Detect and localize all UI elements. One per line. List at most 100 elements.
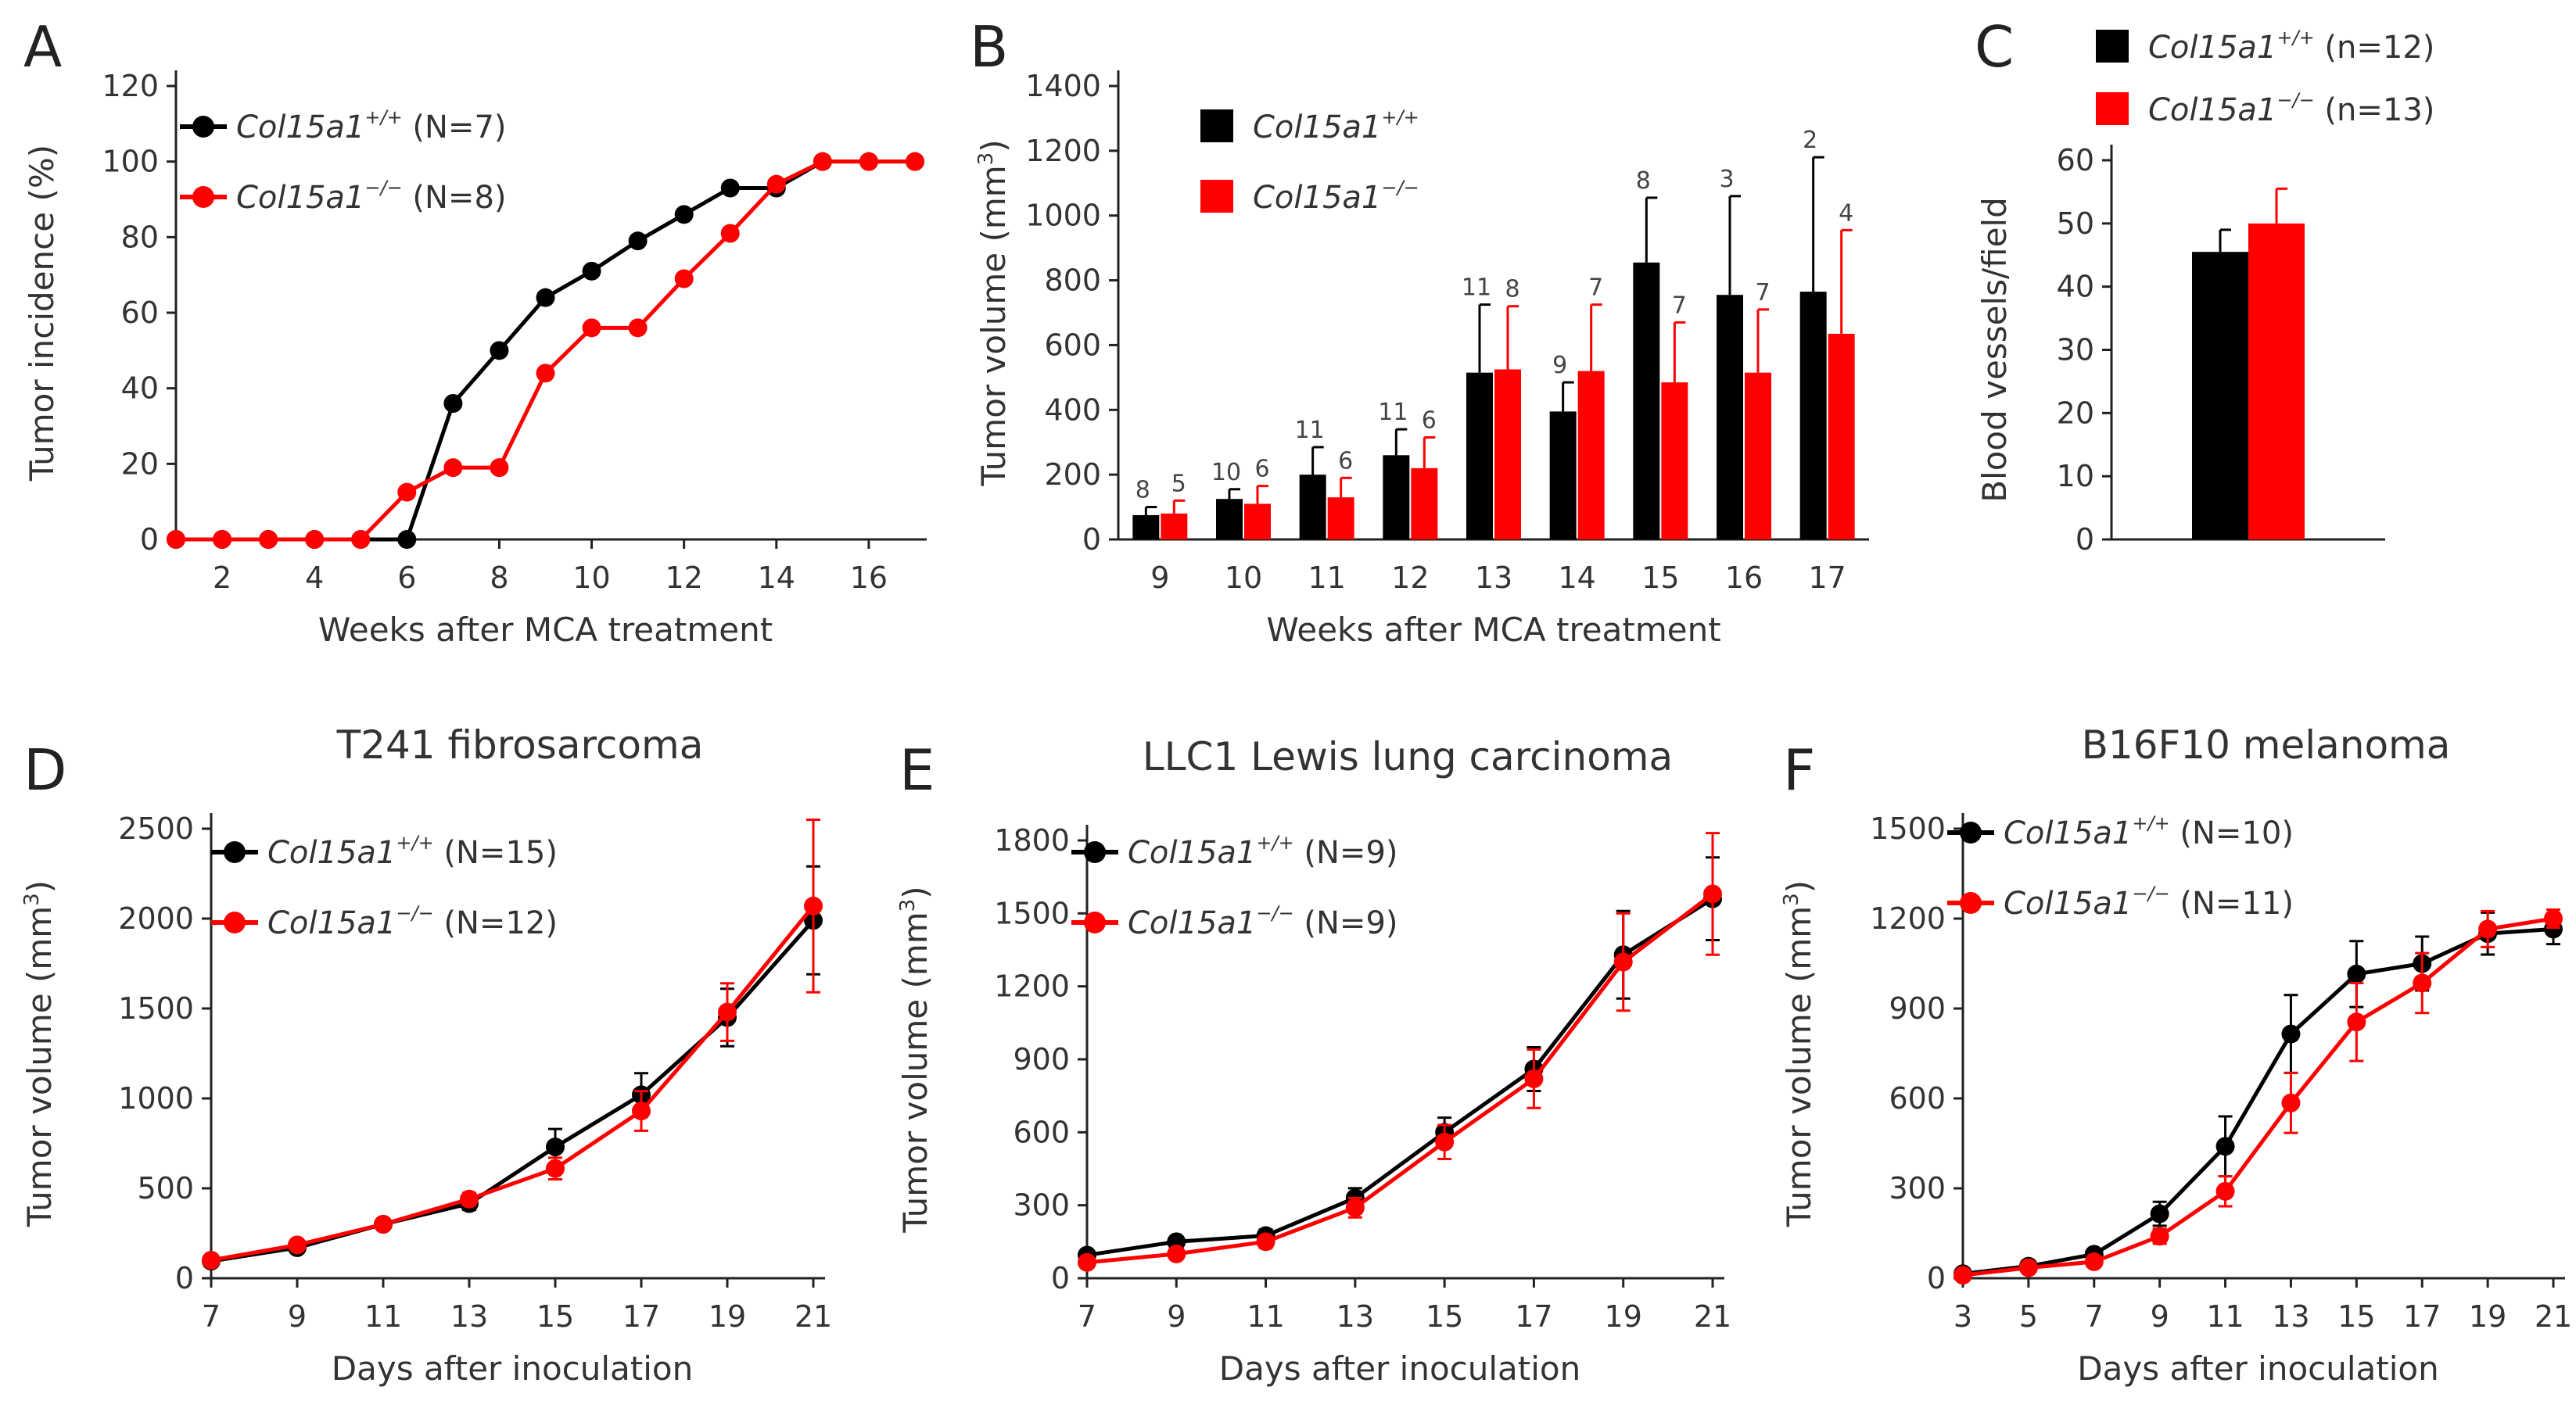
x-tick-label-B-4: 13 bbox=[1475, 561, 1512, 595]
y-axis-label-C: Blood vessels/field bbox=[1975, 197, 2014, 503]
data-point-F-1-5 bbox=[2281, 1093, 2301, 1112]
legend-marker-F-1 bbox=[1960, 892, 1982, 914]
x-tick-label-D-4: 15 bbox=[536, 1299, 574, 1334]
y-tick-label-D-3: 1500 bbox=[118, 991, 194, 1026]
series-line-A-0 bbox=[176, 159, 915, 542]
bar-B-0-6 bbox=[1633, 262, 1660, 539]
bar-B-1-8 bbox=[1828, 333, 1855, 539]
data-point-A-0-7 bbox=[490, 341, 509, 360]
data-point-A-1-15 bbox=[859, 152, 878, 171]
bar-n-label-B-1-3: 6 bbox=[1422, 407, 1437, 435]
data-point-A-1-4 bbox=[351, 530, 371, 549]
x-tick-label-B-8: 17 bbox=[1808, 561, 1846, 595]
x-tick-label-D-6: 19 bbox=[709, 1299, 746, 1334]
y-axis-label-D: Tumor volume (mm3) bbox=[20, 880, 59, 1227]
bar-n-label-B-0-6: 8 bbox=[1636, 167, 1651, 195]
x-tick-label-D-3: 13 bbox=[450, 1299, 488, 1334]
data-point-D-0-4 bbox=[546, 1138, 565, 1157]
y-axis-label-F: Tumor volume (mm3) bbox=[1780, 880, 1818, 1227]
data-point-D-1-3 bbox=[460, 1189, 479, 1209]
series-F-1 bbox=[1954, 908, 2563, 1285]
y-tick-label-E-6: 1800 bbox=[994, 823, 1070, 858]
data-point-A-1-9 bbox=[582, 318, 601, 338]
legend-swatch-C-1 bbox=[2096, 92, 2129, 125]
y-tick-label-B-1: 200 bbox=[1044, 457, 1101, 492]
y-tick-label-F-2: 600 bbox=[1889, 1081, 1946, 1116]
x-axis-label-A: Weeks after MCA treatment bbox=[318, 611, 773, 649]
data-point-A-1-1 bbox=[213, 530, 232, 549]
data-point-E-1-2 bbox=[1256, 1232, 1275, 1252]
x-tick-label-E-5: 17 bbox=[1515, 1299, 1552, 1334]
data-point-F-0-3 bbox=[2150, 1204, 2169, 1223]
chart-title-D: T241 fibrosarcoma bbox=[336, 722, 704, 768]
series-D-1 bbox=[202, 819, 823, 1270]
panel-B: B 0 200 400 600 800 1000 1200 1400 Tumor volume (… bbox=[970, 14, 1869, 649]
y-tick-label-C-5: 50 bbox=[2057, 206, 2094, 241]
x-tick-label-F-2: 7 bbox=[2085, 1299, 2104, 1334]
legend-text-C-1: Col15a1−/− (n=13) bbox=[2148, 89, 2434, 128]
legend-swatch-B-1 bbox=[1200, 180, 1233, 213]
data-point-A-0-6 bbox=[443, 394, 463, 413]
y-tick-label-B-2: 400 bbox=[1044, 392, 1101, 427]
data-point-A-0-11 bbox=[674, 205, 694, 224]
y-tick-label-E-4: 1200 bbox=[994, 969, 1070, 1004]
x-tick-label-B-1: 10 bbox=[1225, 561, 1262, 595]
x-axis-label-D: Days after inoculation bbox=[332, 1349, 693, 1388]
bar-B-0-0 bbox=[1132, 514, 1160, 539]
data-point-A-1-13 bbox=[766, 174, 786, 194]
bar-n-label-B-1-1: 6 bbox=[1254, 456, 1269, 483]
data-point-D-1-1 bbox=[288, 1235, 307, 1255]
bar-B-1-7 bbox=[1745, 372, 1771, 539]
y-tick-label-B-4: 800 bbox=[1044, 263, 1101, 298]
data-point-F-0-5 bbox=[2281, 1024, 2301, 1044]
data-point-F-0-4 bbox=[2215, 1137, 2235, 1156]
bar-B-1-6 bbox=[1661, 382, 1688, 539]
bar-C-0-0 bbox=[2192, 252, 2248, 539]
data-point-E-1-6 bbox=[1613, 952, 1633, 972]
data-point-A-1-16 bbox=[906, 152, 924, 171]
series-line-F-1 bbox=[1962, 916, 2554, 1277]
y-tick-label-E-5: 1500 bbox=[994, 896, 1070, 930]
chart-title-E: LLC1 Lewis lung carcinoma bbox=[1143, 734, 1673, 779]
bar-B-1-2 bbox=[1327, 497, 1354, 539]
x-tick-label-E-3: 13 bbox=[1336, 1299, 1374, 1334]
y-tick-label-D-5: 2500 bbox=[118, 811, 194, 846]
data-point-D-1-6 bbox=[718, 1002, 737, 1022]
y-tick-label-D-0: 0 bbox=[175, 1261, 194, 1295]
y-tick-label-A-0: 0 bbox=[140, 522, 159, 557]
data-point-A-1-8 bbox=[536, 364, 555, 383]
data-point-D-1-4 bbox=[546, 1159, 565, 1178]
bar-n-label-B-1-8: 4 bbox=[1839, 199, 1853, 227]
bar-n-label-B-1-0: 5 bbox=[1171, 470, 1186, 497]
bar-n-label-B-0-4: 11 bbox=[1462, 274, 1491, 302]
bar-n-label-B-0-3: 11 bbox=[1378, 399, 1408, 426]
legend-marker-E-1 bbox=[1084, 912, 1106, 933]
bar-n-label-B-1-6: 7 bbox=[1672, 292, 1687, 319]
y-tick-label-D-2: 1000 bbox=[118, 1081, 194, 1116]
bar-B-0-5 bbox=[1549, 411, 1577, 539]
legend-text-F-1: Col15a1−/− (N=11) bbox=[2004, 883, 2294, 922]
data-point-A-0-12 bbox=[720, 178, 740, 198]
legend-marker-D-1 bbox=[224, 912, 246, 933]
y-tick-label-A-5: 100 bbox=[102, 145, 159, 179]
data-point-D-1-5 bbox=[632, 1102, 651, 1121]
legend-text-D-0: Col15a1+/+ (N=15) bbox=[267, 832, 558, 871]
legend-text-C-0: Col15a1+/+ (n=12) bbox=[2148, 27, 2434, 66]
x-tick-label-A-5: 12 bbox=[666, 561, 703, 595]
x-tick-label-F-3: 9 bbox=[2151, 1299, 2169, 1334]
panel-E: E LLC1 Lewis lung carcinoma 0 300 600 900 1200… bbox=[896, 734, 1731, 1388]
data-point-F-1-0 bbox=[1954, 1266, 1972, 1285]
legend-swatch-B-0 bbox=[1200, 109, 1233, 142]
bar-n-label-B-1-5: 7 bbox=[1588, 274, 1603, 302]
y-axis-label-A: Tumor incidence (%) bbox=[23, 145, 61, 482]
data-point-A-1-7 bbox=[490, 458, 509, 478]
x-tick-label-E-0: 7 bbox=[1078, 1299, 1096, 1334]
y-tick-label-E-3: 900 bbox=[1013, 1042, 1070, 1077]
y-tick-label-D-1: 500 bbox=[137, 1171, 194, 1206]
series-line-F-0 bbox=[1962, 926, 2554, 1276]
bar-C-1-0 bbox=[2248, 223, 2305, 539]
y-tick-label-C-0: 0 bbox=[2076, 522, 2094, 557]
series-line-D-0 bbox=[210, 919, 815, 1263]
y-tick-label-B-7: 1400 bbox=[1025, 69, 1101, 103]
x-tick-label-B-0: 9 bbox=[1150, 561, 1169, 595]
